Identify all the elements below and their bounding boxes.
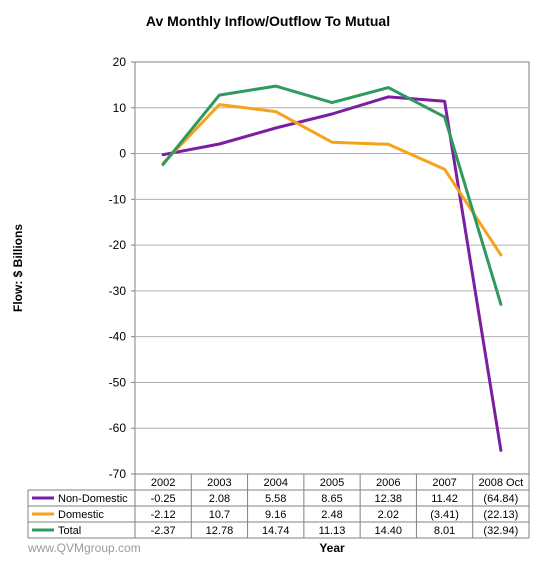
data-cell: 11.13: [319, 525, 346, 537]
data-cell: (22.13): [483, 509, 518, 521]
data-cell: 14.74: [262, 525, 290, 537]
series-lines: [161, 84, 503, 452]
y-axis-label: Flow: $ Billions: [11, 224, 25, 312]
legend-label: Non-Domestic: [58, 493, 128, 505]
data-cell: (64.84): [483, 493, 518, 505]
series-line-total: [161, 84, 503, 306]
data-table: 2002 2003 2004 2005 2006 2007 2008 Oct Non-Dome…: [27, 474, 530, 539]
y-axis-ticks: 20 10 0 -10 -20 -30 -40 -50 -60 -70: [109, 55, 135, 481]
y-tick-label: -40: [109, 330, 127, 344]
plot-area: [134, 61, 530, 475]
gridlines: [135, 107, 529, 429]
y-tick-label: -50: [109, 375, 127, 389]
y-tick-label: -70: [109, 467, 127, 481]
y-tick-label: 20: [113, 55, 127, 69]
x-category-label: 2007: [432, 477, 456, 489]
series-line-non-domestic: [161, 95, 503, 452]
y-tick-label: 0: [119, 147, 126, 161]
data-cell: 12.78: [206, 525, 234, 537]
x-axis-label: Year: [319, 541, 345, 555]
data-cell: (3.41): [430, 509, 459, 521]
y-tick-label: 10: [113, 101, 127, 115]
watermark-text: www.QVMgroup.com: [27, 541, 141, 555]
data-cell: 2.48: [321, 509, 342, 521]
x-category-label: 2008 Oct: [479, 477, 524, 489]
data-cell: 10.7: [209, 509, 230, 521]
series-line-domestic: [161, 103, 503, 257]
data-cell: 8.65: [321, 493, 342, 505]
x-category-label: 2006: [376, 477, 400, 489]
data-cell: 11.42: [431, 493, 458, 505]
chart-title: Av Monthly Inflow/Outflow To Mutual: [146, 13, 390, 29]
data-cell: (32.94): [483, 525, 518, 537]
y-tick-label: -10: [109, 192, 127, 206]
data-cell: -0.25: [151, 493, 176, 505]
data-cell: 12.38: [375, 493, 403, 505]
legend-label: Domestic: [58, 509, 104, 521]
legend-label: Total: [58, 525, 81, 537]
x-category-label: 2004: [263, 477, 287, 489]
x-category-label: 2005: [320, 477, 344, 489]
x-category-label: 2002: [151, 477, 175, 489]
data-cell: -2.37: [151, 525, 176, 537]
data-cell: 5.58: [265, 493, 286, 505]
y-tick-label: -60: [109, 421, 127, 435]
data-cell: 14.40: [375, 525, 403, 537]
y-tick-label: -20: [109, 238, 127, 252]
data-cell: 8.01: [434, 525, 455, 537]
data-cell: -2.12: [151, 509, 176, 521]
x-category-label: 2003: [207, 477, 231, 489]
data-cell: 9.16: [265, 509, 286, 521]
data-cell: 2.02: [378, 509, 399, 521]
y-tick-label: -30: [109, 284, 127, 298]
data-cell: 2.08: [209, 493, 230, 505]
